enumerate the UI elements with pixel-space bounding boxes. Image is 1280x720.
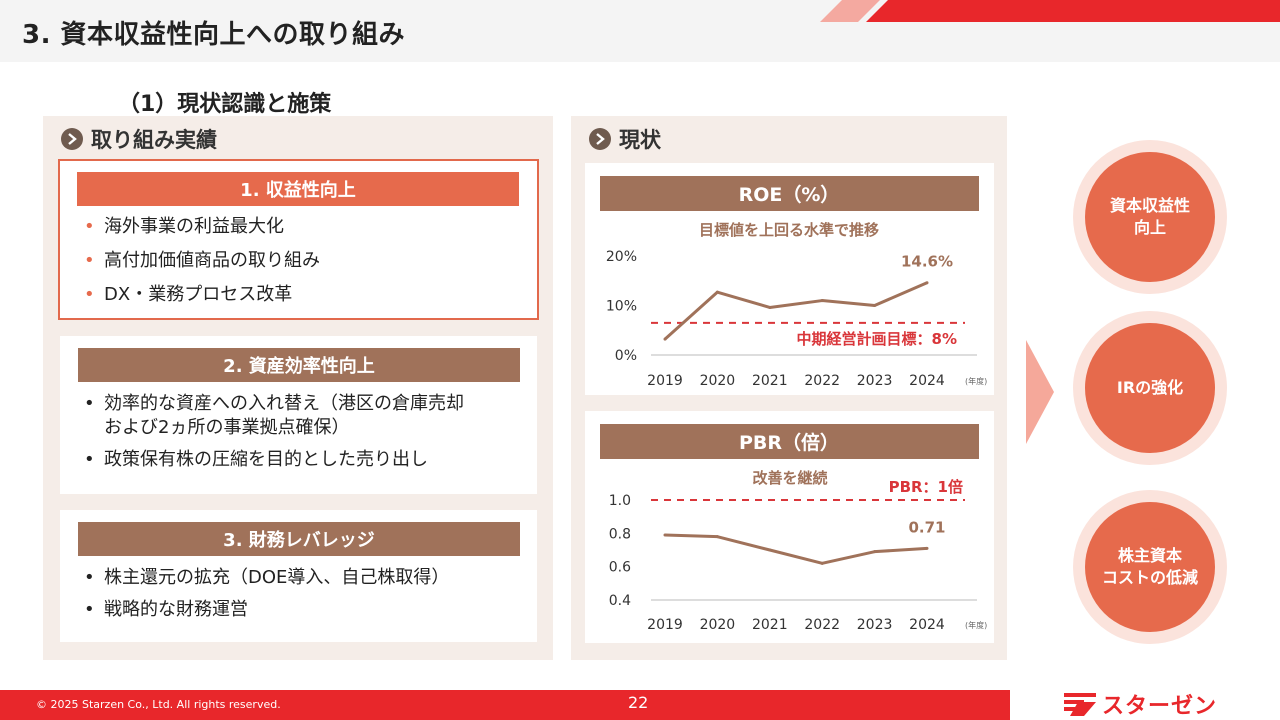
- y-tick-label: 1.0: [609, 493, 631, 509]
- roe-chart-card: ROE（%） 目標値を上回る水準で推移 0% 10% 20% 2019 2020 2021 20…: [585, 163, 994, 395]
- data-point: [663, 533, 667, 537]
- bullet-icon: •: [84, 599, 95, 620]
- slide-header: 3. 資本収益性向上への取り組み: [0, 0, 1280, 62]
- x-axis-unit: (年度): [965, 620, 987, 630]
- logo-mark-icon: [1064, 693, 1096, 716]
- financial-leverage-list: • 株主還元の拡充（DOE導入、自己株取得） • 戦略的な財務運営: [82, 566, 449, 630]
- target-label: PBR：1倍: [889, 478, 963, 496]
- x-tick-label: 2024: [909, 373, 945, 389]
- x-tick-label: 2022: [804, 617, 840, 633]
- list-item: • 株主還元の拡充（DOE導入、自己株取得）: [84, 567, 450, 588]
- y-tick-label: 0.4: [609, 593, 631, 609]
- current-status-heading: 現状: [589, 124, 661, 154]
- slide-title: 3. 資本収益性向上への取り組み: [22, 20, 406, 50]
- asset-efficiency-list: • 効率的な資産への入れ替え（港区の倉庫売却 および2ヵ所の事業拠点確保） • 政策…: [82, 392, 464, 480]
- financial-leverage-label: 3. 財務レバレッジ: [78, 522, 520, 556]
- x-tick-label: 2023: [857, 373, 893, 389]
- data-point: [768, 305, 772, 309]
- roe-chart: ROE（%） 目標値を上回る水準で推移 0% 10% 20% 2019 2020 2021 20…: [600, 176, 987, 389]
- chart-subtitle: 目標値を上回る水準で推移: [699, 221, 879, 239]
- data-point: [715, 290, 719, 294]
- x-tick-label: 2021: [752, 617, 788, 633]
- bullet-icon: •: [84, 284, 95, 305]
- data-point: [715, 535, 719, 539]
- chart-title-bar: [600, 424, 979, 459]
- chevron-right-icon: [589, 128, 611, 150]
- current-status-heading-text: 現状: [619, 128, 661, 152]
- chevron-arrow-icon: [1026, 340, 1054, 444]
- x-tick-label: 2024: [909, 617, 945, 633]
- company-logo: スターゼン: [1064, 688, 1217, 720]
- y-tick-label: 0%: [615, 348, 637, 364]
- list-item: • DX・業務プロセス改革: [84, 284, 293, 305]
- circle-ir: IRの強化: [1073, 311, 1227, 465]
- x-tick-label: 2019: [647, 617, 683, 633]
- achievements-heading-text: 取り組み実績: [91, 128, 217, 152]
- circle-label: 株主資本 コストの低減: [1085, 502, 1215, 632]
- data-point: [820, 561, 824, 565]
- x-tick-label: 2020: [700, 373, 736, 389]
- list-item: • 政策保有株の圧縮を目的とした売り出し: [84, 449, 428, 470]
- list-item: • 海外事業の利益最大化: [84, 216, 284, 237]
- header-stripe-decoration: [820, 0, 1280, 22]
- footer-bar: © 2025 Starzen Co., Ltd. All rights rese…: [0, 690, 1010, 720]
- y-tick-label: 10%: [606, 299, 637, 315]
- circle-cost-of-equity: 株主資本 コストの低減: [1073, 490, 1227, 644]
- list-item: • 効率的な資産への入れ替え（港区の倉庫売却 および2ヵ所の事業拠点確保）: [84, 393, 464, 438]
- series-line: [664, 533, 928, 565]
- x-axis-unit: (年度): [965, 376, 987, 386]
- pbr-chart-card: PBR（倍） 改善を継続 0.4 0.6 0.8 1.0 2019 2020 2021 2022 2…: [585, 411, 994, 643]
- section-subtitle: （1）現状認識と施策: [118, 92, 332, 117]
- financial-leverage-card: 3. 財務レバレッジ • 株主還元の拡充（DOE導入、自己株取得） • 戦略的な財務…: [60, 510, 537, 642]
- pbr-chart: PBR（倍） 改善を継続 0.4 0.6 0.8 1.0 2019 2020 2021 2022 2…: [600, 424, 987, 633]
- circle-label: 資本収益性 向上: [1085, 152, 1215, 282]
- circle-capital-profitability: 資本収益性 向上: [1073, 140, 1227, 294]
- chevron-right-icon: [61, 128, 83, 150]
- profitability-label: 1. 収益性向上: [77, 172, 519, 206]
- list-item: • 高付加価値商品の取り組み: [84, 250, 320, 271]
- x-tick-label: 2020: [700, 617, 736, 633]
- data-point: [925, 546, 929, 550]
- x-tick-label: 2021: [752, 373, 788, 389]
- bullet-icon: •: [84, 567, 95, 588]
- chart-title-bar: [600, 176, 979, 211]
- list-item: • 戦略的な財務運営: [84, 599, 248, 620]
- end-value-label: 14.6%: [901, 253, 953, 271]
- profitability-list: • 海外事業の利益最大化 • 高付加価値商品の取り組み • DX・業務プロセス改革: [82, 215, 320, 317]
- chart-subtitle: 改善を継続: [752, 469, 827, 487]
- data-point: [925, 281, 929, 285]
- x-tick-label: 2023: [857, 617, 893, 633]
- y-tick-label: 0.8: [609, 526, 631, 542]
- data-point: [873, 550, 877, 554]
- logo-text: スターゼン: [1102, 694, 1218, 719]
- page-number: 22: [628, 693, 649, 712]
- circle-label: IRの強化: [1085, 323, 1215, 453]
- bullet-icon: •: [84, 216, 95, 237]
- bullet-icon: •: [84, 393, 95, 414]
- data-point: [820, 299, 824, 303]
- data-point: [663, 337, 667, 341]
- asset-efficiency-card: 2. 資産効率性向上 • 効率的な資産への入れ替え（港区の倉庫売却 および2ヵ所の…: [60, 336, 537, 494]
- achievements-heading: 取り組み実績: [61, 124, 217, 154]
- chart-title: ROE（%）: [739, 183, 840, 206]
- target-label: 中期経営計画目標：8%: [797, 330, 957, 348]
- data-point: [873, 304, 877, 307]
- profitability-card: 1. 収益性向上 • 海外事業の利益最大化 • 高付加価値商品の取り組み • DX・業…: [58, 159, 539, 320]
- bullet-icon: •: [84, 449, 95, 470]
- x-tick-label: 2019: [647, 373, 683, 389]
- chart-title: PBR（倍）: [739, 431, 839, 454]
- y-tick-label: 20%: [606, 249, 637, 265]
- end-value-label: 0.71: [908, 518, 945, 536]
- series-line: [663, 281, 928, 341]
- data-point: [768, 548, 772, 552]
- asset-efficiency-label: 2. 資産効率性向上: [78, 348, 520, 382]
- x-tick-label: 2022: [804, 373, 840, 389]
- copyright: © 2025 Starzen Co., Ltd. All rights rese…: [36, 698, 281, 711]
- bullet-icon: •: [84, 250, 95, 271]
- y-tick-label: 0.6: [609, 560, 631, 576]
